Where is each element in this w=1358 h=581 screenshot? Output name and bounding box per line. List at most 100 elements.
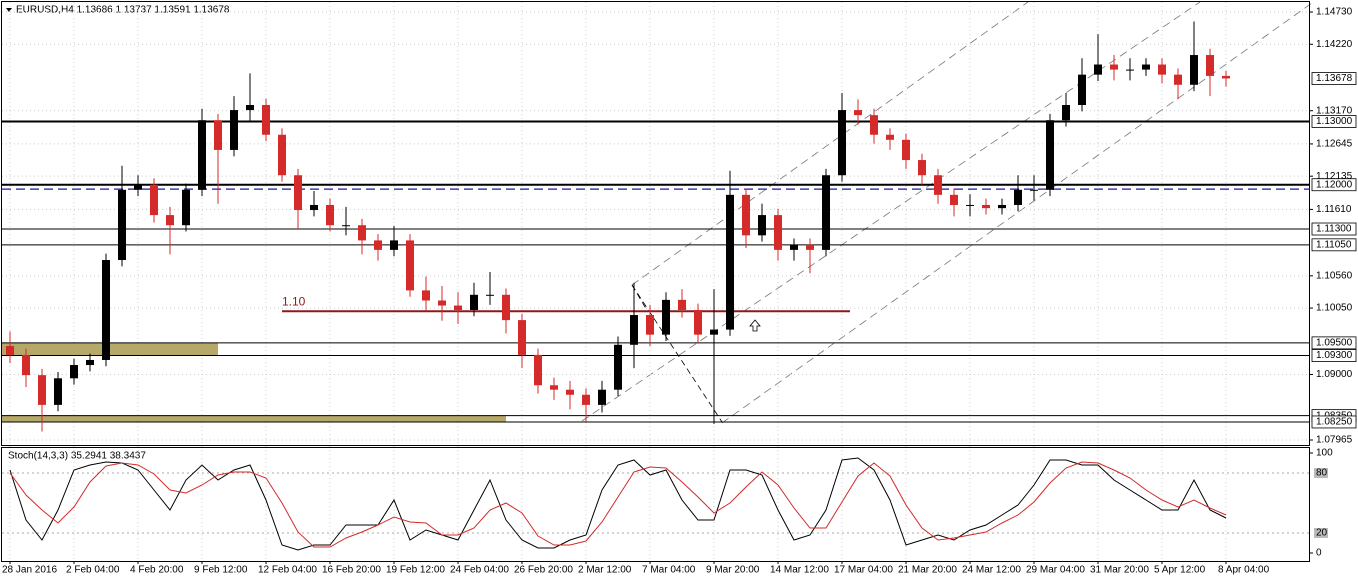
x-tick-label: 24 Feb 04:00 — [450, 565, 509, 576]
price-box-label: 1.09300 — [1316, 350, 1353, 361]
candle-body — [726, 194, 734, 330]
candle-body — [326, 204, 334, 226]
candle-body — [902, 139, 910, 161]
candle-body — [614, 344, 622, 390]
candle-body — [630, 315, 638, 345]
stoch-frame — [1, 447, 1310, 562]
x-tick-label: 29 Mar 04:00 — [1026, 565, 1085, 576]
zone — [2, 415, 506, 422]
candle-body — [438, 300, 446, 306]
candle-body — [374, 240, 382, 250]
candle-body — [998, 204, 1006, 209]
dashed-line — [631, 284, 723, 423]
candle-body — [422, 290, 430, 301]
candle-body — [502, 294, 510, 321]
x-tick-label: 17 Mar 04:00 — [834, 565, 893, 576]
candle-body — [918, 160, 926, 176]
candle-body — [38, 375, 46, 405]
y-tick-label: 1.10560 — [1316, 270, 1353, 281]
chart-title: EURUSD,H4 1.13686 1.13737 1.13591 1.1367… — [16, 5, 230, 16]
candle-body — [1206, 55, 1214, 76]
candle-body — [806, 244, 814, 250]
candle-body — [646, 315, 654, 335]
y-tick-label: 1.12645 — [1316, 139, 1353, 150]
price-box-label: 1.09500 — [1316, 338, 1353, 349]
y-tick-label: 1.12135 — [1316, 171, 1353, 182]
candle-body — [278, 134, 286, 176]
price-box-label: 1.11050 — [1316, 239, 1352, 250]
candle-body — [550, 385, 558, 390]
y-tick-label: 0 — [1316, 548, 1322, 559]
candle-body — [886, 134, 894, 140]
candle-body — [70, 365, 78, 379]
candle-body — [694, 309, 702, 335]
y-tick-label: 1.14730 — [1316, 7, 1353, 18]
stoch-level-box — [1314, 468, 1328, 478]
price-box — [1311, 415, 1357, 429]
candle-body — [358, 225, 366, 241]
candle-body — [54, 378, 62, 405]
channel-middle — [581, 1, 1201, 422]
candle-body — [1142, 64, 1150, 70]
candle-body — [582, 394, 590, 405]
stoch-title: Stoch(14,3,3) 35.2941 38.3437 — [8, 451, 146, 462]
candle-body — [310, 204, 318, 211]
candle-body — [662, 299, 670, 335]
candle-body — [1126, 69, 1134, 71]
x-tick-label: 31 Mar 20:00 — [1090, 565, 1149, 576]
price-box — [1311, 349, 1357, 362]
price-box — [1311, 178, 1357, 192]
fib-lines — [631, 284, 723, 423]
x-tick-label: 4 Feb 20:00 — [130, 565, 184, 576]
x-tick-label: 2 Feb 04:00 — [66, 565, 120, 576]
candle-body — [390, 240, 398, 250]
title-marker — [6, 8, 12, 12]
x-tick-label: 24 Mar 12:00 — [962, 565, 1021, 576]
stoch-line — [9, 457, 1227, 551]
y-tick-label: 1.07965 — [1316, 435, 1353, 446]
x-tick-label: 12 Feb 04:00 — [258, 565, 317, 576]
candle-body — [518, 320, 526, 355]
candle-body — [182, 189, 190, 226]
candle-body — [230, 110, 238, 150]
candle-body — [1222, 75, 1230, 79]
x-tick-label: 19 Feb 12:00 — [386, 565, 445, 576]
candle-body — [86, 359, 94, 366]
candle-body — [534, 354, 542, 386]
price-box — [1311, 238, 1357, 252]
candle-body — [1030, 189, 1038, 191]
stoch-level-label: 80 — [1316, 468, 1328, 479]
candle-body — [678, 299, 686, 310]
candle-body — [1094, 64, 1102, 75]
annotation-label: 1.10 — [282, 294, 306, 308]
candle-body — [598, 389, 606, 405]
candle-body — [822, 175, 830, 250]
y-tick-label: 1.09000 — [1316, 369, 1353, 380]
y-tick-label: 100 — [1316, 448, 1333, 459]
x-tick-label: 28 Jan 2016 — [2, 565, 57, 576]
candle-body — [486, 294, 494, 296]
x-tick-label: 21 Mar 20:00 — [898, 565, 957, 576]
candle-body — [758, 215, 766, 236]
price-box — [1311, 115, 1357, 128]
candle-body — [294, 175, 302, 211]
candle-body — [262, 105, 270, 135]
candle-body — [950, 194, 958, 205]
candle-body — [934, 175, 942, 195]
arrow-icon — [749, 319, 761, 332]
candle-body — [1014, 189, 1022, 205]
candle-body — [150, 184, 158, 216]
channel-upper — [631, 1, 1029, 286]
candle-body — [134, 184, 142, 190]
y-tick-label: 1.11610 — [1316, 204, 1352, 215]
candle-body — [1190, 55, 1198, 85]
y-tick-label: 1.13170 — [1316, 105, 1353, 116]
x-tick-label: 5 Apr 12:00 — [1154, 565, 1206, 576]
x-tick-label: 2 Mar 12:00 — [578, 565, 632, 576]
y-tick-label: 1.14220 — [1316, 39, 1353, 50]
candle-body — [790, 244, 798, 250]
candle-body — [1046, 120, 1054, 190]
x-tick-label: 26 Feb 20:00 — [514, 565, 573, 576]
dashed-line — [631, 284, 649, 313]
